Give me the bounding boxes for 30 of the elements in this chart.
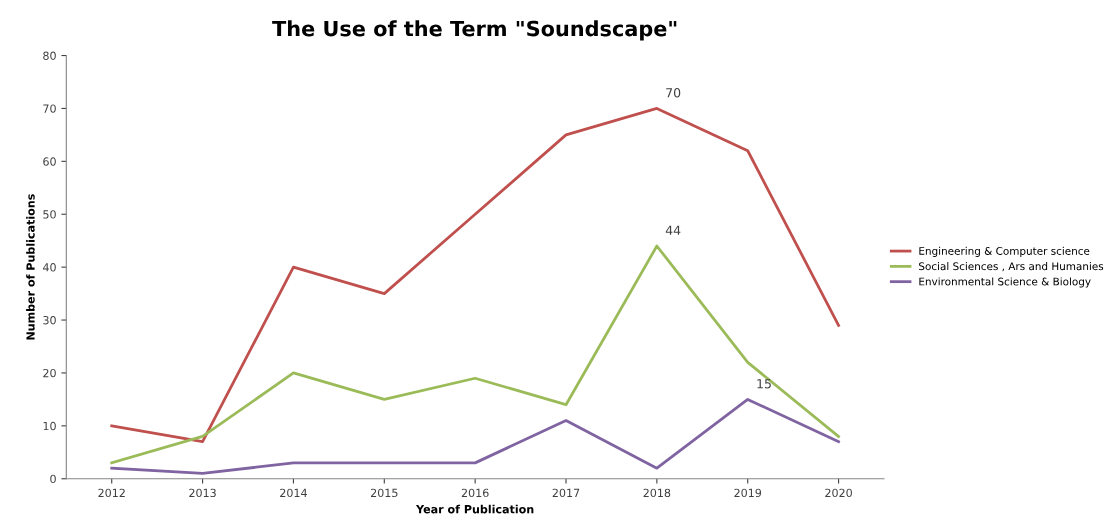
y-tick-label: 0 xyxy=(50,474,56,484)
x-tick-label: 2014 xyxy=(280,488,307,498)
y-tick-label: 40 xyxy=(42,263,56,272)
y-axis-title: Number of Publications xyxy=(26,194,35,340)
line-series xyxy=(110,107,840,444)
x-tick-label: 2019 xyxy=(734,488,762,498)
data-label: 70 xyxy=(666,88,681,98)
x-tick-label: 2020 xyxy=(825,488,852,498)
x-tick-label: 2015 xyxy=(370,488,398,498)
y-tick-label: 50 xyxy=(43,210,56,219)
data-label: 15 xyxy=(757,379,771,389)
y-tick-label: 80 xyxy=(43,51,56,60)
y-tick-label: 30 xyxy=(43,316,56,325)
y-tick-label: 20 xyxy=(43,368,56,378)
y-tick-label: 60 xyxy=(43,157,56,166)
data-label: 44 xyxy=(665,225,681,235)
y-tick-label: 10 xyxy=(43,421,56,431)
legend-label: Environmental Science & Biology xyxy=(919,277,1091,288)
x-axis-title: Year of Publication xyxy=(415,504,534,514)
legend-label: Engineering & Computer science xyxy=(919,246,1090,257)
line-series xyxy=(110,244,840,465)
x-tick-label: 2017 xyxy=(552,488,580,498)
y-tick-label: 70 xyxy=(43,104,56,113)
chart-title: The Use of the Term "Soundscape" xyxy=(272,20,677,41)
x-tick-label: 2016 xyxy=(461,488,489,498)
x-tick-label: 2013 xyxy=(189,488,216,498)
line-series xyxy=(110,398,840,475)
legend-label: Social Sciences , Ars and Humanies xyxy=(919,262,1104,272)
x-tick-label: 2012 xyxy=(98,488,125,498)
x-tick-label: 2018 xyxy=(643,488,671,498)
